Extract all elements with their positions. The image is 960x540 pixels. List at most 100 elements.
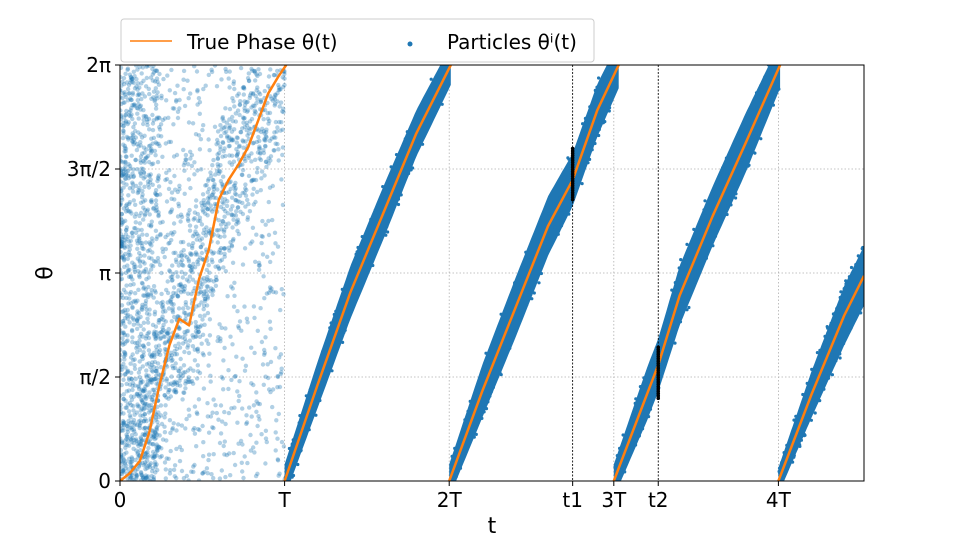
true-phase-segment [777, 275, 864, 481]
particle-point [220, 115, 225, 120]
particle-point [152, 434, 157, 439]
particle-point [130, 171, 135, 176]
particle-point [262, 296, 267, 301]
particle-point [178, 372, 183, 377]
particle-point [245, 197, 250, 203]
particle-point [249, 179, 254, 184]
particle-point [341, 340, 345, 344]
particle-point [160, 249, 166, 255]
particle-point [190, 265, 195, 271]
particle-point [713, 195, 718, 199]
particle-point [188, 185, 193, 191]
particle-point [827, 366, 831, 371]
particle-point [219, 127, 224, 132]
particle-point [206, 229, 211, 234]
particle-point [829, 321, 833, 325]
particle-point [126, 250, 131, 255]
particle-point [263, 461, 268, 466]
particle-point [120, 237, 123, 242]
particle-point [121, 160, 126, 165]
particle-point [176, 288, 181, 293]
particle-point [147, 462, 152, 467]
particle-point [213, 264, 218, 269]
particle-point [156, 82, 162, 87]
particle-point [268, 389, 273, 395]
particle-point [123, 365, 128, 370]
particle-point [120, 418, 126, 424]
particle-point [133, 157, 139, 163]
particle-point [120, 220, 124, 225]
particle-point [120, 243, 123, 248]
particle-point [212, 124, 218, 129]
particle-point [210, 292, 215, 298]
particle-point [273, 241, 278, 246]
particle-point [190, 381, 196, 386]
particle-point [132, 226, 137, 231]
particle-point [290, 442, 294, 446]
particle-point [240, 442, 245, 447]
particle-point [280, 145, 286, 150]
particle-point [178, 366, 183, 371]
particle-point [249, 66, 254, 72]
particle-point [147, 394, 153, 399]
particle-point [175, 83, 180, 88]
particle-point [222, 251, 227, 256]
particle-point [151, 387, 157, 392]
particle-point [250, 239, 255, 244]
particle-point [221, 149, 226, 154]
particle-point [128, 314, 133, 319]
particle-point [728, 199, 732, 203]
particle-point [150, 250, 155, 255]
particle-point [260, 362, 266, 367]
particle-point [120, 406, 123, 411]
particle-point [145, 449, 150, 455]
particle-point [151, 477, 156, 481]
particle-point [154, 102, 159, 108]
particle-point [120, 192, 124, 197]
particle-point [817, 395, 821, 399]
particle-point [146, 453, 151, 458]
particle-point [138, 470, 144, 475]
particle-point [159, 134, 164, 139]
particle-point [161, 334, 166, 339]
particle-point [149, 219, 154, 224]
particle-point [230, 204, 235, 209]
particle-point [176, 253, 181, 259]
particle-point [196, 96, 202, 101]
particle-point [197, 334, 203, 339]
particle-point [210, 259, 215, 265]
particle-point [206, 363, 211, 368]
particle-point [253, 177, 259, 183]
particle-point [133, 376, 138, 382]
particle-point [201, 454, 206, 459]
particle-point [154, 202, 159, 207]
particle-point [121, 100, 126, 105]
particle-point [216, 140, 221, 145]
particle-point [120, 228, 123, 233]
particle-point [175, 294, 181, 299]
particle-point [257, 263, 262, 268]
particle-point [120, 411, 123, 417]
particle-point [429, 77, 433, 81]
particle-point [136, 440, 141, 445]
particle-point [704, 238, 708, 242]
particle-point [155, 79, 160, 85]
particle-point [267, 110, 273, 116]
particle-point [262, 347, 267, 353]
particle-point [189, 267, 194, 273]
particle-point [263, 374, 268, 379]
particle-point [222, 246, 228, 251]
particle-point [200, 423, 205, 429]
particle-point [320, 378, 324, 382]
particle-point [441, 67, 445, 71]
particle-point [150, 78, 156, 83]
particle-point [259, 233, 264, 239]
particle-point [135, 467, 140, 472]
particle-point [125, 98, 131, 103]
particle-point [140, 232, 145, 237]
particle-point [256, 267, 262, 272]
particle-point [142, 261, 147, 266]
particle-point [188, 91, 193, 96]
particle-point [818, 383, 823, 387]
particle-point [156, 176, 161, 181]
